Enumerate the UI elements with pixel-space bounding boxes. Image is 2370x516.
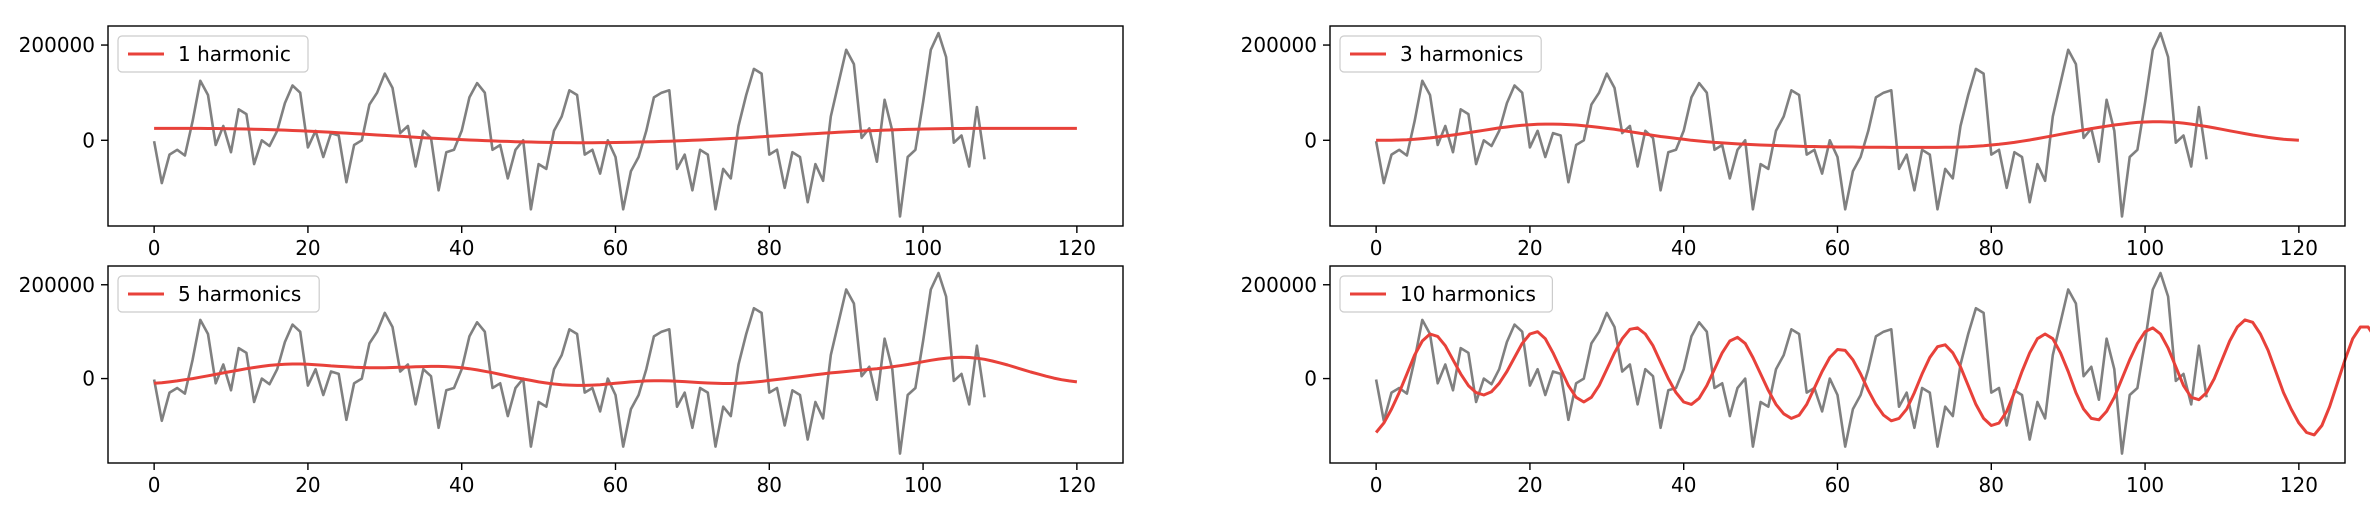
x-tick-label: 40 bbox=[1671, 473, 1696, 497]
x-tick-label: 100 bbox=[904, 236, 942, 260]
x-tick-label: 120 bbox=[2280, 236, 2318, 260]
x-tick-label: 20 bbox=[295, 473, 320, 497]
legend-box bbox=[117, 35, 309, 73]
x-tick-label: 120 bbox=[2280, 473, 2318, 497]
legend-label: 10 harmonics bbox=[1400, 282, 1536, 306]
x-tick-label: 60 bbox=[1825, 236, 1850, 260]
y-tick-label: 200000 bbox=[19, 33, 95, 57]
legend: 5 harmonics bbox=[117, 275, 320, 313]
x-tick-label: 60 bbox=[603, 236, 628, 260]
x-tick-label: 100 bbox=[2126, 236, 2164, 260]
legend-label: 5 harmonics bbox=[178, 282, 301, 306]
legend-label: 1 harmonic bbox=[178, 42, 291, 66]
legend-box bbox=[1339, 35, 1542, 73]
x-tick-label: 80 bbox=[1979, 236, 2004, 260]
x-tick-label: 20 bbox=[1517, 236, 1542, 260]
legend: 10 harmonics bbox=[1339, 275, 1553, 313]
x-tick-label: 60 bbox=[603, 473, 628, 497]
x-tick-label: 20 bbox=[1517, 473, 1542, 497]
x-tick-label: 40 bbox=[1671, 236, 1696, 260]
legend-box bbox=[117, 275, 320, 313]
fit-series-line bbox=[1376, 120, 2299, 149]
subplot-2: 0 20 40 60 80 100 120 0 200000 3 harmonics bbox=[1241, 25, 2346, 260]
x-tick-label: 40 bbox=[449, 473, 474, 497]
x-tick-label: 0 bbox=[148, 473, 161, 497]
x-tick-label: 40 bbox=[449, 236, 474, 260]
subplot-3: 0 20 40 60 80 100 120 0 200000 5 harmonics bbox=[19, 265, 1124, 497]
data-series-line bbox=[1374, 31, 2208, 218]
y-tick-label: 200000 bbox=[1241, 33, 1317, 57]
x-tick-label: 120 bbox=[1058, 236, 1096, 260]
fit-series-line bbox=[154, 355, 1078, 387]
legend: 1 harmonic bbox=[117, 35, 309, 73]
legend: 3 harmonics bbox=[1339, 35, 1542, 73]
x-tick-label: 100 bbox=[904, 473, 942, 497]
x-tick-label: 80 bbox=[1979, 473, 2004, 497]
data-series-line bbox=[152, 31, 986, 218]
x-tick-label: 100 bbox=[2126, 473, 2164, 497]
x-tick-label: 0 bbox=[148, 236, 161, 260]
data-series-line bbox=[152, 271, 986, 455]
x-tick-label: 80 bbox=[757, 236, 782, 260]
x-tick-label: 0 bbox=[1370, 473, 1383, 497]
fit-series-line bbox=[1374, 318, 2370, 437]
subplot-4: 0 20 40 60 80 100 120 0 200000 10 harmonics bbox=[1241, 265, 2370, 497]
y-tick-label: 200000 bbox=[19, 273, 95, 297]
x-tick-label: 120 bbox=[1058, 473, 1096, 497]
data-series-line bbox=[1374, 271, 2208, 455]
x-tick-label: 20 bbox=[295, 236, 320, 260]
y-tick-label: 200000 bbox=[1241, 273, 1317, 297]
legend-label: 3 harmonics bbox=[1400, 42, 1523, 66]
y-tick-label: 0 bbox=[82, 128, 95, 152]
x-tick-label: 60 bbox=[1825, 473, 1850, 497]
fit-series-line bbox=[154, 126, 1077, 145]
subplot-1: 0 20 40 60 80 100 120 0 200000 1 harmonic bbox=[19, 25, 1124, 260]
y-tick-label: 0 bbox=[1304, 367, 1317, 391]
x-tick-label: 0 bbox=[1370, 236, 1383, 260]
y-tick-label: 0 bbox=[1304, 128, 1317, 152]
y-tick-label: 0 bbox=[82, 367, 95, 391]
legend-box bbox=[1339, 275, 1553, 313]
x-tick-label: 80 bbox=[757, 473, 782, 497]
